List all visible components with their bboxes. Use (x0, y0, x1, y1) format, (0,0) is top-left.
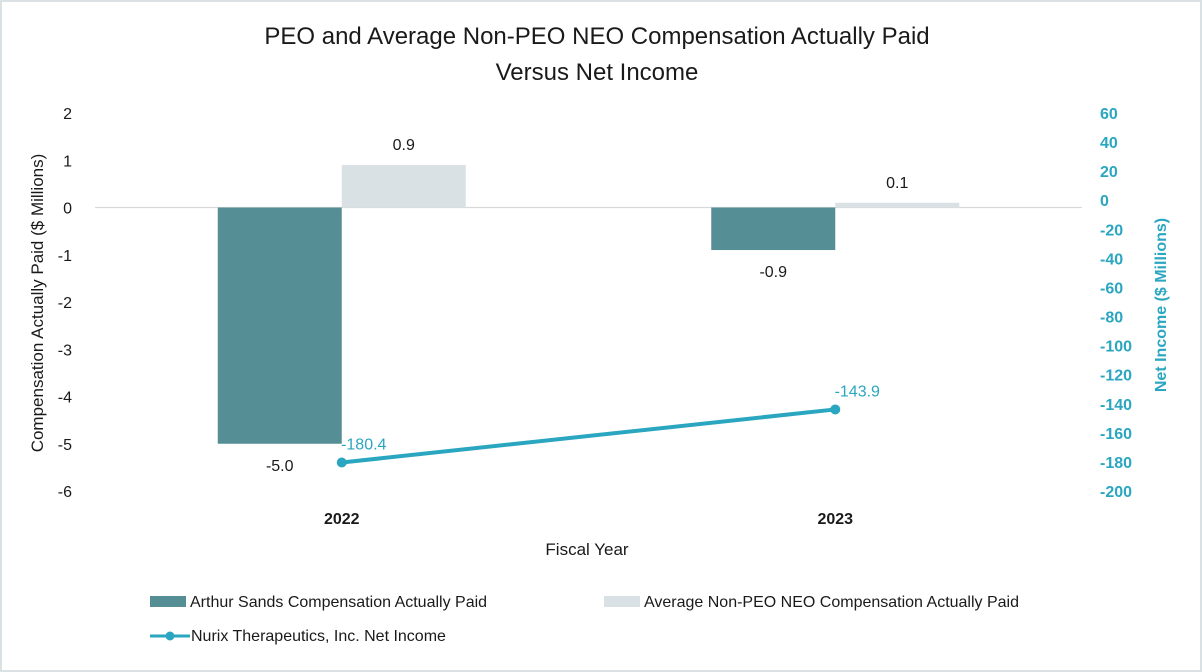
bar-data-label: -5.0 (266, 458, 294, 475)
net-income-point-2023 (830, 404, 841, 415)
y-right-tick-label: 40 (1100, 135, 1118, 152)
legend-item-arthur-sands[interactable]: Arthur Sands Compensation Actually Paid (150, 594, 487, 611)
y-axis-right-label: Net Income ($ Millions) (1153, 218, 1170, 392)
y-tick-label: -3 (58, 342, 72, 359)
right-axis-ticks: 60 40 20 0 -20 -40 -60 -80 -100 -120 -140 -160 -180 -… (1100, 106, 1132, 501)
y-right-tick-label: -180 (1100, 455, 1132, 472)
bars (217, 164, 960, 444)
y-right-tick-label: 0 (1100, 193, 1109, 210)
x-category-label: 2022 (324, 511, 360, 528)
net-income-data-label: -143.9 (835, 383, 880, 400)
legend-item-non-peo[interactable]: Average Non-PEO NEO Compensation Actuall… (604, 594, 1019, 611)
y-tick-label: -5 (58, 437, 72, 454)
legend-item-net-income[interactable]: Nurix Therapeutics, Inc. Net Income (150, 628, 446, 645)
category-labels: 2022 2023 (324, 511, 853, 528)
bar-arthur-sands-2022 (217, 207, 342, 444)
y-right-tick-label: -200 (1100, 484, 1132, 501)
chart-title: PEO and Average Non-PEO NEO Compensation… (264, 23, 929, 50)
chart-title-line2: Versus Net Income (496, 59, 699, 86)
y-right-tick-label: 20 (1100, 164, 1118, 181)
net-income-line-group: -180.4 -143.9 (336, 383, 880, 468)
bar-arthur-sands-2023 (711, 207, 836, 251)
y-tick-label: -6 (58, 484, 72, 501)
y-right-tick-label: -20 (1100, 222, 1123, 239)
legend-swatch-non-peo (604, 596, 640, 607)
net-income-point-2022 (336, 457, 347, 468)
net-income-data-label: -180.4 (341, 437, 386, 454)
y-tick-label: 0 (63, 201, 72, 218)
y-tick-label: -1 (58, 248, 72, 265)
legend-label-arthur-sands: Arthur Sands Compensation Actually Paid (190, 594, 487, 611)
bar-non-peo-2023 (835, 202, 960, 208)
y-tick-label: -2 (58, 295, 72, 312)
y-right-tick-label: -120 (1100, 368, 1132, 385)
x-axis-label: Fiscal Year (545, 540, 628, 559)
legend-swatch-arthur-sands (150, 596, 186, 607)
y-right-tick-label: -100 (1100, 339, 1132, 356)
y-right-tick-label: -140 (1100, 397, 1132, 414)
y-right-tick-label: 60 (1100, 106, 1118, 123)
y-right-tick-label: -40 (1100, 251, 1123, 268)
bar-data-label: 0.9 (393, 137, 415, 154)
y-tick-label: -4 (58, 390, 72, 407)
legend-label-non-peo: Average Non-PEO NEO Compensation Actuall… (644, 594, 1019, 611)
bar-data-label: 0.1 (886, 175, 908, 192)
y-tick-label: 2 (63, 106, 72, 123)
legend-marker-net-income (165, 631, 175, 641)
legend-label-net-income: Nurix Therapeutics, Inc. Net Income (191, 628, 446, 645)
y-right-tick-label: -80 (1100, 310, 1123, 327)
net-income-line (341, 407, 836, 465)
bar-non-peo-2022 (341, 164, 466, 208)
bar-data-label: -0.9 (759, 264, 787, 281)
left-axis-ticks: 2 1 0 -1 -2 -3 -4 -5 -6 (58, 106, 72, 501)
y-axis-label: Compensation Actually Paid ($ Millions) (28, 154, 47, 453)
x-category-label: 2023 (817, 511, 853, 528)
legend: Arthur Sands Compensation Actually Paid … (150, 594, 1019, 645)
y-tick-label: 1 (63, 153, 72, 170)
y-right-tick-label: -60 (1100, 280, 1123, 297)
bar-labels: -5.0 -0.9 0.9 0.1 (266, 137, 909, 475)
y-right-tick-label: -160 (1100, 426, 1132, 443)
